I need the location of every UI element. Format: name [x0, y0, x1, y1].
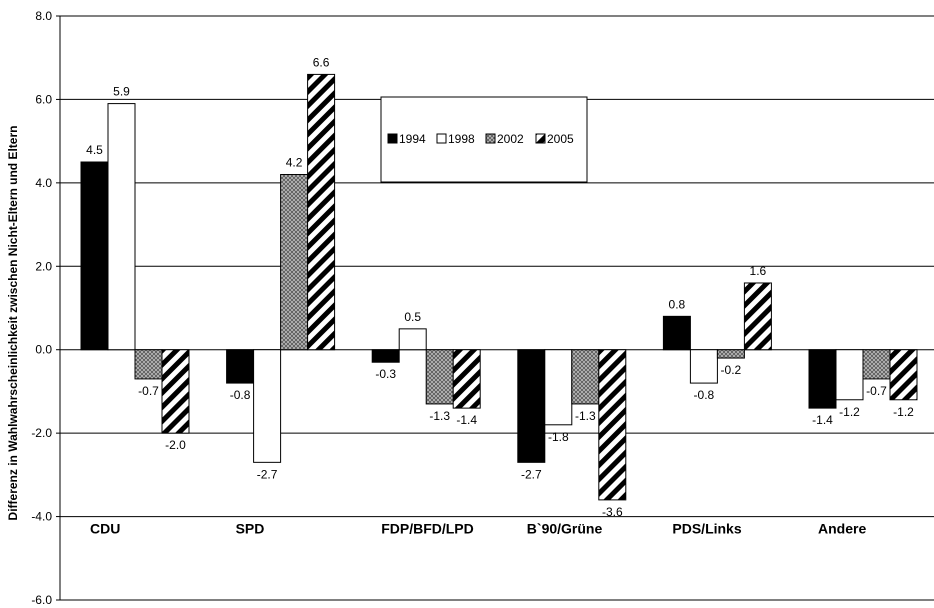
- bar-2005-1: [307, 73, 336, 351]
- bar-2002-1: [280, 174, 309, 351]
- category-label: CDU: [90, 521, 120, 537]
- data-label: 5.9: [113, 85, 130, 99]
- y-tick-label: -6.0: [31, 593, 52, 607]
- bar-2002-0: [134, 349, 163, 380]
- bar-1994-4: [662, 315, 691, 351]
- category-label: PDS/Links: [672, 521, 741, 537]
- legend-swatch-1994: [387, 133, 398, 144]
- category-label: FDP/BFD/LPD: [381, 521, 474, 537]
- bar-2002-5: [862, 349, 891, 380]
- y-tick-label: 4.0: [35, 176, 52, 190]
- data-label: -0.8: [230, 388, 251, 402]
- y-axis-label: Differenz in Wahlwahrscheinlichkeit zwis…: [6, 126, 20, 521]
- legend: 1994 1998 2002 2005: [380, 96, 588, 183]
- legend-swatch-2002: [485, 133, 496, 144]
- data-label: 1.6: [750, 264, 767, 278]
- bar-1994-0: [80, 161, 109, 351]
- data-label: -1.8: [548, 430, 569, 444]
- bar-2002-3: [571, 349, 600, 405]
- data-label: -3.6: [602, 505, 623, 519]
- data-label: 0.8: [669, 297, 686, 311]
- bar-1994-1: [226, 349, 255, 384]
- y-tick-label: -2.0: [31, 426, 52, 440]
- data-label: -2.0: [165, 438, 186, 452]
- data-label: 6.6: [313, 55, 330, 69]
- bar-2005-2: [452, 349, 481, 409]
- data-label: 4.5: [86, 143, 103, 157]
- data-label: -2.7: [257, 467, 278, 481]
- legend-label: 1998: [448, 132, 475, 146]
- bar-1994-5: [808, 349, 837, 409]
- bar-2005-3: [598, 349, 627, 501]
- data-label: -1.3: [429, 409, 450, 423]
- bar-1994-3: [517, 349, 546, 463]
- data-label: -0.3: [375, 367, 396, 381]
- legend-label: 2002: [497, 132, 524, 146]
- data-label: -0.8: [694, 388, 715, 402]
- bar-1994-2: [371, 349, 400, 363]
- data-label: -2.7: [521, 467, 542, 481]
- data-label: 0.5: [404, 310, 421, 324]
- data-label: -1.4: [812, 413, 833, 427]
- y-tick-label: 0.0: [35, 343, 52, 357]
- y-tick-label: 6.0: [35, 92, 52, 106]
- legend-swatch-2005: [535, 133, 546, 144]
- bar-2005-4: [743, 282, 772, 351]
- data-label: 4.2: [286, 156, 303, 170]
- bar-1998-5: [835, 349, 864, 401]
- legend-label: 2005: [547, 132, 574, 146]
- bar-1998-3: [544, 349, 573, 426]
- bar-2002-4: [716, 349, 745, 359]
- bar-2005-5: [889, 349, 918, 401]
- legend-label: 1994: [399, 132, 426, 146]
- data-label: -1.2: [839, 405, 860, 419]
- bar-1998-0: [107, 103, 136, 351]
- legend-box: [380, 96, 588, 183]
- data-label: -0.2: [721, 363, 742, 377]
- y-tick-label: 2.0: [35, 259, 52, 273]
- bar-2005-0: [161, 349, 190, 434]
- data-label: -1.3: [575, 409, 596, 423]
- data-label: -0.7: [866, 384, 887, 398]
- bar-2002-2: [425, 349, 454, 405]
- bar-1998-1: [253, 349, 282, 463]
- bar-1998-4: [689, 349, 718, 384]
- y-tick-label: -4.0: [31, 510, 52, 524]
- category-label: Andere: [818, 521, 866, 537]
- category-label: B`90/Grüne: [527, 521, 603, 537]
- data-label: -1.4: [456, 413, 477, 427]
- category-label: SPD: [236, 521, 265, 537]
- bar-1998-2: [398, 328, 427, 351]
- data-label: -0.7: [138, 384, 159, 398]
- legend-swatch-1998: [436, 133, 447, 144]
- y-tick-label: 8.0: [35, 9, 52, 23]
- data-label: -1.2: [893, 405, 914, 419]
